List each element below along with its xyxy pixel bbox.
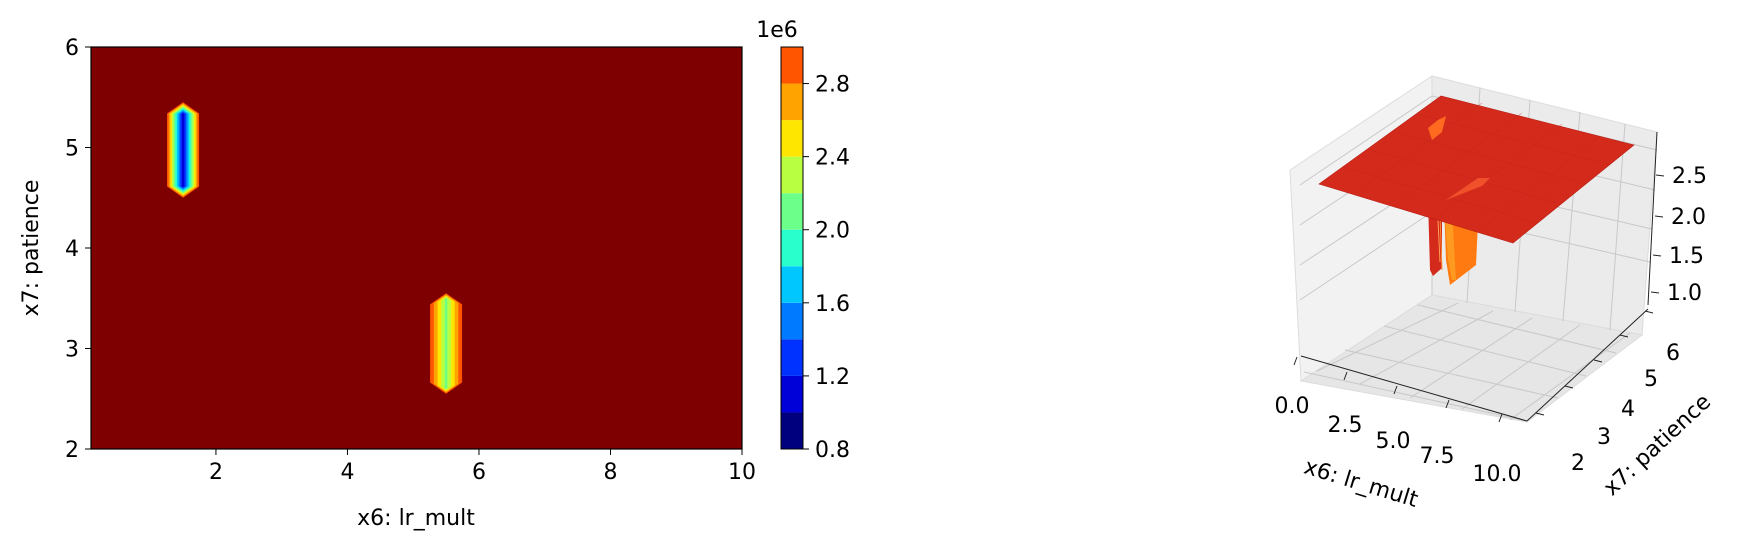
contour-y-ticks: 2 3 4 5 6 [65,36,91,463]
colorbar-ticks: 0.8 1.2 1.6 2.0 2.4 2.8 [803,73,850,463]
colorbar-frame [780,46,804,450]
surface-x-tick [1393,385,1398,395]
colorbar-band [781,120,803,157]
surface-z-tick-label: 1.5 [1669,244,1704,269]
surface-x-tick [1498,413,1503,423]
colorbar-band [781,156,803,194]
colorbar-band [781,266,803,303]
surface-z-tick-label: 2.5 [1672,164,1707,189]
surface-y-tick [1564,385,1574,389]
colorbar-band [781,339,803,376]
surface-z-tick-label: 1.0 [1667,281,1702,306]
surface-axes [1300,131,1658,422]
surface-spike-right-rim [1446,178,1490,200]
contour-y-tick-label: 3 [65,338,79,363]
surface-y-tick [1619,334,1629,338]
colorbar-tick-label: 2.4 [815,146,850,171]
colorbar-band [781,412,803,449]
colorbar-tick-label: 1.6 [815,292,850,317]
surface-x-tick-label: 10.0 [1473,462,1522,487]
colorbar-exponent-label: 1e6 [756,18,798,43]
colorbar: 0.8 1.2 1.6 2.0 2.4 2.8 1e6 [756,18,850,463]
contour-chart: 2 4 6 8 10 2 3 4 5 6 x6: lr_mult x7: patience [19,36,756,531]
contour-level-region [444,298,448,389]
contour-x-tick-label: 2 [209,460,223,485]
contour-y-tick-label: 4 [65,237,79,262]
surface-x-tick-label: 0.0 [1275,394,1310,419]
surface-x-tick-label: 7.5 [1420,444,1455,469]
contour-level-region [181,113,185,187]
colorbar-tick-label: 2.0 [815,219,850,244]
surface-y-tick [1644,310,1654,314]
surface-y-tick [1535,412,1545,416]
colorbar-tick-label: 0.8 [815,438,850,463]
surface-y-tick [1593,359,1603,363]
colorbar-bands [781,47,803,449]
colorbar-band [781,302,803,340]
surface-y-tick-label: 4 [1621,397,1635,422]
surface-z-tick [1652,254,1662,257]
colorbar-tick-label: 2.8 [815,73,850,98]
colorbar-band [781,193,803,230]
contour-x-axis-label: x6: lr_mult [357,506,475,531]
surface-y-tick-label: 5 [1644,367,1658,392]
colorbar-band [781,375,803,413]
surface-spike-left-top [1428,116,1446,140]
contour-x-tick-label: 8 [603,460,617,485]
surface-x-tick-label: 5.0 [1376,429,1411,454]
contour-plot-area [91,47,742,449]
surface-plane-mesh [1342,102,1611,231]
surface-z-tick [1655,174,1665,177]
surface-z-tick [1654,215,1664,218]
contour-features [167,102,463,394]
contour-x-ticks: 2 4 6 8 10 [209,449,756,485]
surface-z-tick-label: 2.0 [1671,205,1706,230]
contour-x-tick-label: 6 [472,460,486,485]
colorbar-band [781,47,803,84]
colorbar-tick-label: 1.2 [815,365,850,390]
surface-y-axis-label: x7: patience [1599,389,1716,501]
surface-x-axis-label: x6: lr_mult [1301,455,1421,513]
contour-y-axis-label: x7: patience [19,180,44,317]
contour-x-tick-label: 10 [728,460,756,485]
surface-z-ticks: 1.0 1.5 2.0 2.5 [1650,164,1707,306]
contour-y-tick-label: 2 [65,438,79,463]
surface-y-tick-label: 3 [1597,425,1611,450]
surface-z-tick [1650,291,1660,294]
surface-x-tick [1293,356,1298,366]
surface-x-ticks: 0.0 2.5 5.0 7.5 10.0 [1275,356,1522,487]
surface-x-tick [1343,371,1348,381]
contour-y-tick-label: 6 [65,36,79,61]
contour-x-tick-label: 4 [340,460,354,485]
surface-y-tick-label: 2 [1571,451,1585,476]
colorbar-band [781,83,803,121]
contour-y-tick-label: 5 [65,137,79,162]
surface-spike-right-edge [1444,205,1456,280]
colorbar-band [781,229,803,267]
surface-x-tick-label: 2.5 [1328,413,1363,438]
surface-x-tick [1445,399,1450,409]
surface-y-tick-label: 6 [1666,341,1680,366]
